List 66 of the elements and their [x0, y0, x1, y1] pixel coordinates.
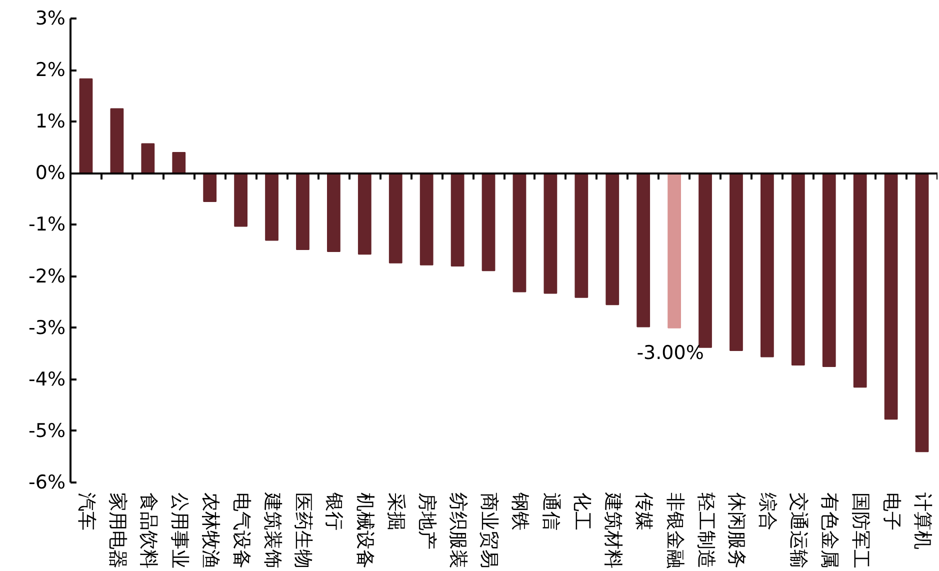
x-tick-label: 计算机 — [912, 492, 933, 550]
data-label: -3.00% — [636, 342, 704, 364]
x-tick-label: 家用电器 — [106, 492, 128, 568]
bar — [668, 172, 681, 328]
y-tick-label: 2% — [35, 59, 66, 82]
bar — [606, 172, 620, 306]
x-tick-label: 建筑材料 — [602, 492, 623, 568]
x-tick-label: 有色金属 — [818, 492, 840, 568]
x-tick-label: 采掘 — [385, 492, 406, 530]
bar — [450, 172, 464, 266]
x-tick-label: 房地产 — [416, 492, 438, 550]
bar — [265, 172, 278, 241]
y-tick-label: -1% — [28, 214, 66, 236]
x-tick-label: 农林牧渔 — [199, 492, 220, 568]
y-tick-label: 0% — [35, 162, 66, 184]
y-tick-label: -2% — [28, 265, 66, 288]
y-tick-label: 3% — [35, 8, 66, 30]
bar — [296, 172, 310, 250]
y-tick-label: -4% — [28, 368, 66, 390]
y-tick-label: 1% — [35, 110, 66, 133]
bar — [327, 172, 340, 252]
bar — [791, 172, 805, 366]
bar — [636, 172, 650, 328]
bar — [388, 172, 402, 264]
x-tick-label: 医药生物 — [292, 492, 314, 568]
x-tick-label: 传媒 — [632, 492, 654, 530]
x-tick-label: 通信 — [540, 492, 561, 530]
x-tick-label: 食品饮料 — [137, 492, 158, 568]
x-tick-label: 汽车 — [75, 492, 96, 530]
x-tick-label: 化工 — [570, 492, 592, 530]
x-tick-label: 电子 — [880, 492, 902, 530]
bar — [512, 172, 526, 292]
bar — [915, 172, 929, 452]
y-tick-label: -6% — [28, 472, 66, 494]
x-tick-label: 公用事业 — [168, 492, 190, 568]
x-tick-label: 轻工制造 — [694, 492, 716, 568]
x-tick-label: 建筑装饰 — [261, 492, 282, 568]
x-tick-label: 机械设备 — [354, 492, 376, 568]
bar — [141, 143, 155, 174]
bar — [482, 172, 496, 272]
y-tick-label: -5% — [28, 420, 66, 442]
bar — [203, 172, 217, 202]
bar — [884, 172, 898, 420]
bar — [822, 172, 836, 367]
x-tick-label: 交通运输 — [788, 492, 810, 568]
x-tick-label: 国防军工 — [850, 492, 871, 568]
bar — [172, 152, 186, 174]
bar — [110, 108, 124, 174]
x-tick-label: 钢铁 — [508, 492, 530, 530]
bar — [574, 172, 588, 298]
bar — [760, 172, 774, 358]
bar — [234, 172, 248, 227]
x-tick-label: 银行 — [323, 492, 344, 530]
bar — [420, 172, 434, 266]
bar — [730, 172, 743, 352]
x-tick-label: 非银金融 — [664, 492, 685, 568]
y-tick-label: -3% — [28, 316, 66, 339]
bar — [853, 172, 867, 388]
x-tick-label: 综合 — [756, 492, 778, 530]
x-tick-label: 休闲服务 — [726, 492, 747, 568]
x-tick-label: 商业贸易 — [478, 492, 500, 568]
bar — [79, 78, 93, 174]
bar — [544, 172, 558, 294]
bar — [358, 172, 372, 255]
x-tick-label: 电气设备 — [230, 492, 252, 568]
x-tick-label: 纺织服装 — [447, 492, 468, 568]
